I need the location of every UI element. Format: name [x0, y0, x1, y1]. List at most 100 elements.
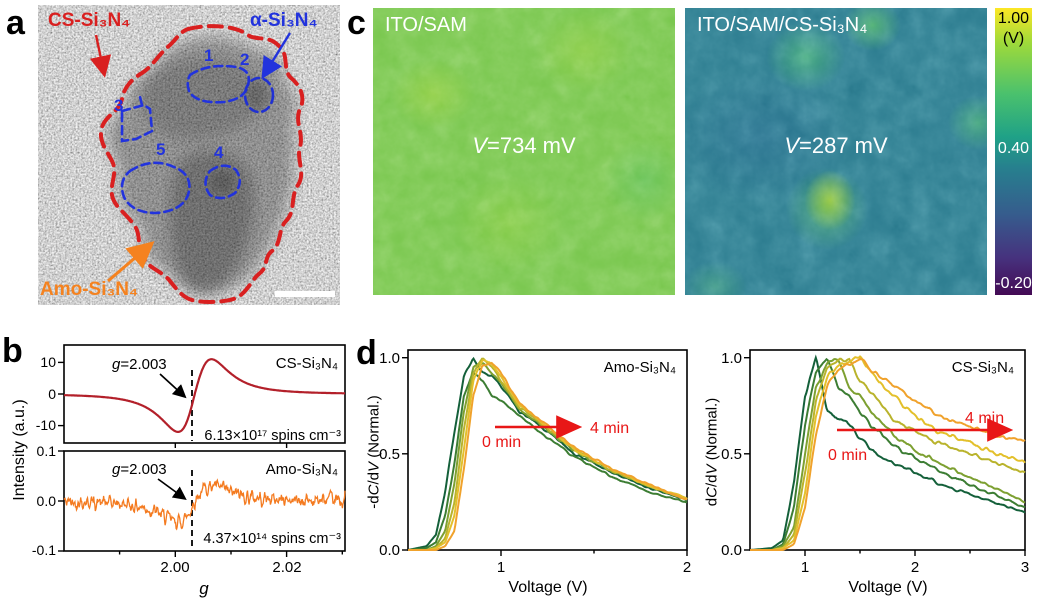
kpfm-left-title: ITO/SAM [385, 14, 467, 36]
region-number-4: 4 [214, 143, 224, 162]
ytick-10: 10 [40, 354, 56, 370]
scm-right-time-start: 0 min [828, 447, 867, 464]
alpha-si3n4-label: α-Si₃N₄ [250, 10, 318, 31]
scm-left-xtick-2: 2 [683, 559, 691, 576]
scm-left-ytick-0.0: 0.0 [379, 542, 400, 559]
lattice-patch-4 [210, 171, 234, 193]
xtick-2.00: 2.00 [160, 559, 189, 576]
region-number-5: 5 [156, 140, 165, 159]
scm-left-ytick-0.5: 0.5 [379, 446, 400, 463]
scm-curve-t3 [750, 357, 1026, 551]
scm-right-time-end: 4 min [965, 410, 1004, 427]
cs-si3n4-label: CS-Si₃N₄ [48, 10, 130, 31]
amo-si3n4-label: Amo-Si₃N₄ [40, 279, 138, 300]
scm-left-xtick-1: 1 [497, 559, 505, 576]
scm-right-ytick-1.0: 1.0 [721, 350, 742, 367]
voltage-value: =287 mV [799, 133, 888, 158]
epr-top-yticks [58, 361, 64, 427]
scm-curve-4 min [750, 357, 1026, 551]
kpfm-noise-texture [373, 8, 675, 295]
scm-right-xtick-2: 2 [911, 559, 919, 576]
scm-curve-t2 [750, 357, 1026, 551]
kpfm-image-ito-sam: ITO/SAM V=734 mV [373, 8, 675, 295]
scm-curve-t1 [750, 357, 1026, 551]
scm-right-x-axis-label: Voltage (V) [848, 579, 927, 596]
scm-plots: 1.0 0.5 0.0 1 2 Voltage (V) Amo-Si₃N₄ 1.… [379, 349, 1029, 596]
kpfm-image-ito-sam-cs-si3n4: ITO/SAM/CS-Si₃N₄ V=287 mV [685, 8, 987, 295]
cs-si3n4-arrow [89, 34, 112, 78]
scm-right-series-label: CS-Si₃N₄ [952, 359, 1014, 376]
tem-upper-dark [142, 58, 264, 141]
scm-left-curves [407, 356, 688, 551]
scm-curve-4 min [408, 361, 688, 551]
scm-left-series-label: Amo-Si₃N₄ [604, 359, 676, 376]
epr-x-axis-label: g [199, 579, 209, 598]
crystal-region-5 [120, 161, 191, 215]
lattice-patch-2 [247, 80, 271, 110]
scm-left-ticks [402, 357, 688, 556]
voltage-symbol: V [784, 133, 799, 158]
panel-b-letter: b [2, 332, 23, 370]
scm-right-ytick-0.5: 0.5 [721, 446, 742, 463]
kpfm-right-voltage: V=287 mV [685, 133, 987, 159]
xtick-2.02: 2.02 [272, 559, 301, 576]
scale-bar [275, 291, 335, 297]
ytick-0p0: 0.0 [37, 493, 57, 509]
g-annotation-arrow-top [159, 373, 187, 399]
ytick-neg0p1: -0.1 [32, 542, 56, 558]
region-number-2: 2 [240, 50, 249, 69]
scm-right-ticks [744, 357, 1026, 556]
ytick-0: 0 [48, 386, 56, 402]
kpfm-noise-texture [685, 8, 987, 295]
scm-left-time-start: 0 min [482, 434, 521, 451]
voltage-symbol: V [472, 133, 487, 158]
ytick-neg10: -10 [36, 417, 56, 433]
scm-left-time-end: 4 min [590, 420, 629, 437]
region-number-3: 3 [114, 96, 123, 115]
crystal-region-2 [243, 76, 275, 114]
panel-a-letter: a [6, 4, 25, 42]
colorbar-min-label: -0.20 [995, 275, 1032, 292]
alpha-si3n4-arrow [261, 32, 292, 80]
colorbar-max-label: 1.00 [997, 10, 1030, 27]
kpfm-right-title: ITO/SAM/CS-Si₃N₄ [697, 14, 868, 36]
g-annotation-top: g=2.003 [112, 356, 167, 373]
colorbar-mid-label: 0.40 [997, 140, 1030, 157]
voltage-value: =734 mV [487, 133, 576, 158]
tem-particle-core-dark [169, 151, 254, 294]
epr-bottom-series-label: Amo-Si₃N₄ [266, 461, 338, 478]
potential-colorbar: 1.00 (V) 0.40 -0.20 [995, 8, 1032, 295]
epr-curve-amo-si3n4 [63, 478, 346, 531]
scm-right-xtick-1: 1 [801, 559, 809, 576]
cs-si3n4-outline [99, 24, 305, 304]
epr-top-series-label: CS-Si₃N₄ [276, 355, 338, 372]
scm-left-frame [407, 349, 688, 551]
scm-right-curves [749, 354, 1026, 551]
crystal-region-3 [120, 95, 154, 143]
colorbar-unit-label: (V) [1002, 30, 1025, 47]
panel-c-letter: c [347, 4, 366, 42]
epr-bottom-yticks [58, 450, 64, 552]
epr-curve-cs-si3n4 [64, 358, 345, 433]
scm-right-ytick-0.0: 0.0 [721, 542, 742, 559]
ytick-0p1: 0.1 [37, 443, 57, 459]
kpfm-left-voltage: V=734 mV [373, 133, 675, 159]
scm-right-frame [749, 349, 1026, 551]
g-annotation-arrow-bottom [157, 478, 187, 501]
epr-plots: 10 0 -10 0.1 0.0 -0.1 2.00 2.02 g g=2.00… [32, 344, 346, 598]
scm-curve-t1 [407, 371, 688, 551]
scm-curve-0 min [749, 354, 1026, 551]
crystal-region-1 [186, 64, 251, 104]
epr-top-spin-density: 6.13×10¹⁷ spins cm⁻³ [204, 428, 341, 444]
scm-right-xtick-3: 3 [1021, 559, 1029, 576]
epr-bottom-spin-density: 4.37×10¹⁴ spins cm⁻³ [203, 531, 341, 547]
epr-xticks [118, 443, 343, 557]
g-annotation-bottom: g=2.003 [112, 461, 167, 478]
tem-image: 1 2 3 4 5 CS-Si₃N₄ α-Si₃N₄ Amo-Si₃N₄ [38, 5, 340, 305]
scm-left-x-axis-label: Voltage (V) [508, 579, 587, 596]
amo-si3n4-arrow [107, 241, 155, 283]
scm-curve-t4 [750, 355, 1026, 551]
scm-left-ytick-1.0: 1.0 [379, 350, 400, 367]
crystal-region-4 [204, 164, 242, 200]
